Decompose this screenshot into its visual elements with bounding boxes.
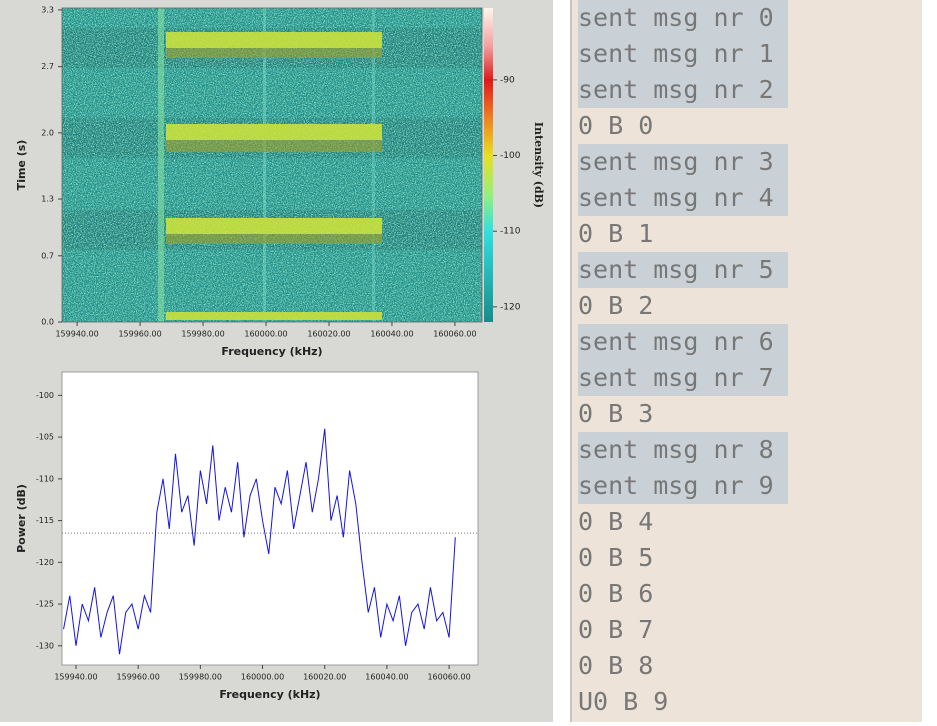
colorbar-tick-label: -120 [500,302,521,312]
x-tick-label: 160060.00 [427,673,470,682]
x-tick-label: 159940.00 [55,330,98,339]
terminal-line: 0 B 5 [578,543,654,572]
y-tick-label: -130 [36,641,54,650]
y-tick-label: 3.3 [41,5,54,14]
y-tick-label: 2.0 [41,128,54,137]
colorbar-tick-label: -90 [500,75,515,85]
terminal-line: 0 B 8 [578,651,654,680]
x-axis-label: Frequency (kHz) [221,345,322,358]
spectrum-plot-area [61,371,479,666]
terminal-line: sent msg nr 8 [578,432,788,468]
x-tick-label: 159980.00 [181,330,224,339]
colorbar [484,8,493,322]
terminal-line: 0 B 6 [578,579,654,608]
x-tick-label: 160000.00 [244,330,287,339]
plots-panel: 159940.00 159960.00 159980.00 160000.00 1600… [0,0,553,722]
terminal-line: 0 B 7 [578,615,654,644]
x-axis-label: Frequency (kHz) [219,688,320,701]
terminal-line: sent msg nr 5 [578,252,788,288]
x-tick-label: 159960.00 [118,330,161,339]
terminal-line: 0 B 0 [578,111,654,140]
x-tick-label: 159960.00 [117,673,160,682]
terminal-line: sent msg nr 4 [578,180,788,216]
terminal-line: 0 B 3 [578,399,654,428]
x-tick-label: 160040.00 [370,330,413,339]
y-tick-label: -125 [36,600,54,609]
y-tick-label: -100 [36,391,54,400]
heatmap-frame [61,7,483,323]
y-tick-label: -110 [36,474,54,483]
x-tick-label: 160020.00 [303,673,346,682]
y-tick-label: 1.3 [41,195,54,204]
y-tick-label: -115 [36,516,54,525]
x-tick-label: 160000.00 [241,673,284,682]
spectrum-line [63,428,456,655]
x-tick-label: 159980.00 [179,673,222,682]
terminal-line: sent msg nr 7 [578,360,788,396]
terminal-line: sent msg nr 3 [578,144,788,180]
plots: 159940.00 159960.00 159980.00 160000.00 1600… [15,5,545,701]
terminal-line: sent msg nr 6 [578,324,788,360]
terminal-line: 0 B 1 [578,219,654,248]
y-tick-label: 0.0 [41,318,54,327]
terminal: sent msg nr 0 sent msg nr 1 sent msg nr 2 0… [570,0,922,722]
x-tick-label: 160040.00 [365,673,408,682]
terminal-line: sent msg nr 1 [578,36,788,72]
x-tick-label: 159940.00 [54,673,97,682]
y-tick-label: 2.7 [41,62,54,71]
terminal-line: sent msg nr 2 [578,72,788,108]
colorbar-tick-label: -100 [500,151,521,161]
terminal-line: 0 B 2 [578,291,654,320]
y-axis-label: Time (s) [15,140,28,191]
terminal-line: sent msg nr 0 [578,0,788,36]
x-tick-label: 160020.00 [307,330,350,339]
colorbar-label: Intensity (dB) [532,122,545,208]
y-tick-label: -105 [36,433,54,442]
y-tick-label: 0.7 [41,251,54,260]
terminal-line: sent msg nr 9 [578,468,788,504]
heatmap-texture [62,8,482,322]
y-axis-label: Power (dB) [15,484,28,553]
x-tick-label: 160060.00 [433,330,476,339]
terminal-line: 0 B 4 [578,507,654,536]
y-tick-label: -120 [36,558,54,567]
terminal-line: U0 B 9 [578,687,669,716]
colorbar-tick-label: -110 [500,227,521,237]
